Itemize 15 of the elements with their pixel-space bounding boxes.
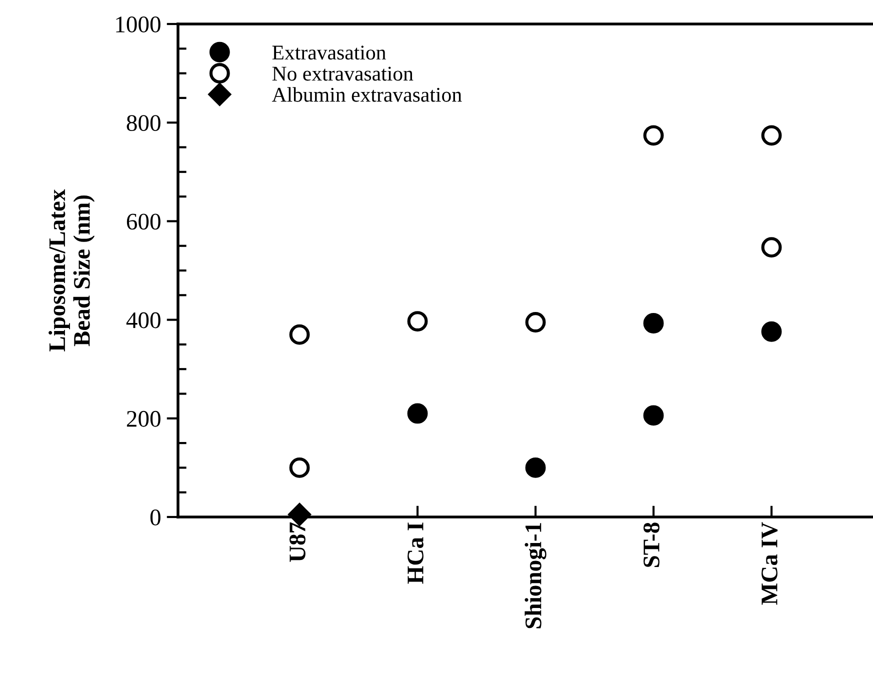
y-tick-label: 0 — [150, 509, 160, 526]
y-tick-label: 200 — [126, 410, 160, 427]
x-tick-label: ST-8 — [644, 522, 660, 567]
legend-label: No extravasation — [272, 66, 414, 81]
y-tick-label: 400 — [126, 312, 160, 328]
x-tick-label: Shionogi-1 — [524, 523, 546, 628]
legend-label: Extravasation — [272, 46, 386, 60]
y-tick-label: 800 — [126, 115, 160, 132]
x-tick-label: U87 — [290, 522, 306, 562]
x-tick-label: HCa I — [408, 522, 424, 584]
legend-label: Albumin extravasation — [272, 87, 462, 102]
y-tick-label: 1000 — [116, 16, 160, 32]
x-tick-label: MCa IV — [762, 522, 778, 605]
y-axis-title: Liposome/Latex Bead Size (nm) — [48, 189, 95, 352]
y-tick-label: 600 — [126, 214, 160, 230]
